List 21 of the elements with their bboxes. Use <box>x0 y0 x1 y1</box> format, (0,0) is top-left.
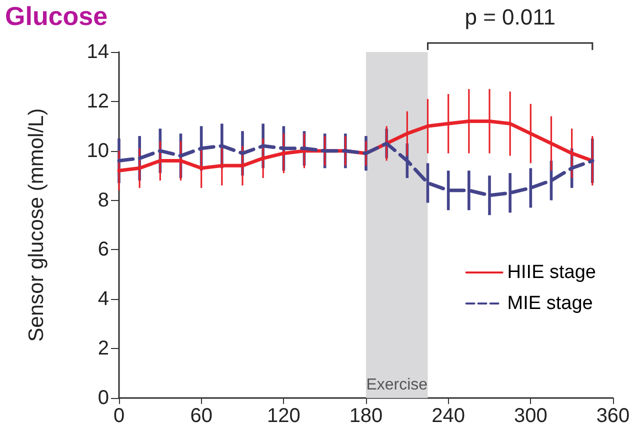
y-tick-label: 4 <box>98 288 109 310</box>
legend-label: HIIE stage <box>507 262 596 283</box>
y-tick-label: 14 <box>86 41 109 63</box>
y-tick-label: 6 <box>98 238 109 261</box>
chart-title: Glucose <box>5 1 108 31</box>
x-tick-label: 120 <box>266 405 300 427</box>
band-label: Exercise <box>366 376 428 394</box>
x-tick-label: 180 <box>349 405 383 427</box>
y-tick-label: 2 <box>98 338 109 360</box>
x-tick-label: 0 <box>113 405 125 427</box>
y-tick-label: 0 <box>98 387 109 409</box>
y-tick-label: 8 <box>98 189 109 212</box>
x-tick-label: 240 <box>432 405 466 427</box>
x-tick-label: 360 <box>596 405 630 427</box>
legend-label: MIE stage <box>507 293 593 314</box>
x-tick-label: 60 <box>190 405 212 427</box>
y-tick-label: 10 <box>86 140 109 162</box>
y-axis-title: Sensor glucose (mmol/L) <box>25 108 48 342</box>
x-tick-label: 300 <box>514 405 548 427</box>
y-tick-label: 12 <box>86 90 109 112</box>
text: p = 0.011 <box>464 4 556 30</box>
